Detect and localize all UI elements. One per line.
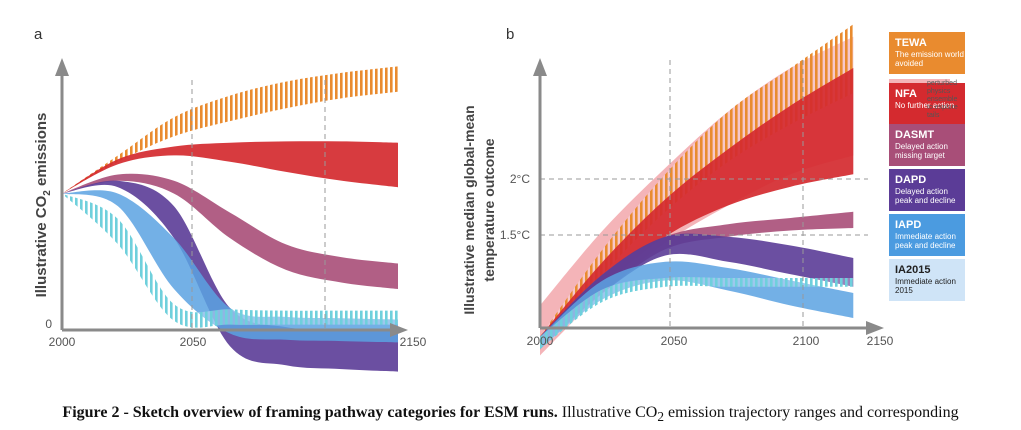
panel-a: a Illustrative CO2 emissions 0 2000 2050… — [33, 26, 427, 372]
panel-b-ytick-2c: 2°C — [510, 172, 530, 186]
panel-a-band-tewa — [62, 66, 398, 194]
caption-text-after: emission trajectory ranges and correspon… — [663, 404, 959, 421]
panel-b-x-arrow — [866, 321, 884, 335]
legend-swatch-tewa — [889, 32, 965, 74]
legend-swatch-dasmt — [889, 124, 965, 166]
panel-a-band-ia2015 — [62, 193, 398, 328]
panel-a-band-dasmt — [62, 173, 398, 289]
panel-b-label: b — [506, 26, 514, 43]
legend-title-dapd: DAPD — [895, 174, 926, 186]
panel-a-band-iapd — [62, 190, 398, 343]
legend-note-line-1: perturbed — [927, 80, 957, 87]
panel-a-bands — [62, 66, 398, 372]
panel-b-band-dapd — [540, 233, 854, 350]
legend-note: perturbed physics ensemble to explore ta… — [927, 80, 960, 119]
legend-title-iapd: IAPD — [895, 219, 921, 231]
panel-a-x-arrow — [390, 323, 408, 337]
panel-a-y-arrow — [55, 58, 69, 76]
caption-text-before: Illustrative CO — [557, 404, 658, 421]
legend-title-nfa: NFA — [895, 88, 917, 100]
legend-subtitle-iapd: peak and decline — [895, 241, 956, 250]
panel-b-band-tewa — [540, 24, 854, 350]
legend-title-tewa: TEWA — [895, 37, 927, 49]
panel-b-y-arrow — [533, 58, 547, 76]
legend-subtitle-ia2015: 2015 — [895, 286, 913, 295]
legend-subtitle-tewa: The emission world — [895, 50, 964, 59]
panel-a-xtick-2150: 2150 — [400, 335, 427, 349]
panel-b-ylabel-line2: temperature outcome — [481, 138, 497, 281]
legend-subtitle-iapd: Immediate action — [895, 232, 956, 241]
caption-label: Figure 2 — [62, 404, 120, 421]
legend-subtitle-dasmt: Delayed action — [895, 142, 948, 151]
legend-subtitle-dasmt: missing target — [895, 151, 946, 160]
caption-bold: - Sketch overview of framing pathway cat… — [119, 404, 558, 421]
panel-a-ytick-0: 0 — [45, 317, 52, 331]
legend-swatch-iapd — [889, 214, 965, 256]
panel-b-ylabel-line1: Illustrative median global-mean — [461, 105, 477, 314]
legend-note-line-2: physics — [927, 88, 951, 95]
legend-subtitle-tewa: avoided — [895, 59, 923, 68]
panel-b: b Illustrative median global-mean temper… — [461, 24, 894, 356]
panel-b-bands — [540, 24, 854, 356]
panel-b-band-ia2015 — [540, 277, 854, 350]
panel-b-xtick-2100: 2100 — [793, 334, 820, 348]
legend-subtitle-nfa: No further action — [895, 101, 954, 110]
figure-canvas: a Illustrative CO2 emissions 0 2000 2050… — [33, 24, 965, 372]
legend-subtitle-dapd: peak and decline — [895, 196, 956, 205]
panel-a-band-nfa — [62, 141, 398, 194]
panel-b-xtick-2150: 2150 — [867, 334, 894, 348]
panel-a-xtick-2050: 2050 — [180, 335, 207, 349]
panel-b-xtick-2000: 2000 — [527, 334, 554, 348]
legend-subtitle-dapd: Delayed action — [895, 187, 948, 196]
panel-a-label: a — [34, 26, 43, 43]
legend-swatch-nfa — [889, 83, 965, 125]
figure-caption: Figure 2 - Sketch overview of framing pa… — [0, 404, 1021, 425]
panel-b-ytick-1-5c: 1.5°C — [500, 228, 530, 242]
panel-b-xtick-2050: 2050 — [661, 334, 688, 348]
legend-title-dasmt: DASMT — [895, 129, 934, 141]
panel-b-band-nfa — [540, 68, 854, 350]
caption-sub: 2 — [657, 409, 664, 425]
panel-a-xtick-2000: 2000 — [49, 335, 76, 349]
legend-title-ia2015: IA2015 — [895, 264, 930, 276]
legend-swatch-ia2015 — [889, 259, 965, 301]
legend-note-line-4: to explore — [927, 104, 958, 111]
panel-a-ylabel: Illustrative CO2 emissions — [33, 113, 53, 298]
legend-note-line-3: ensemble — [927, 96, 957, 103]
legend-subtitle-ia2015: Immediate action — [895, 277, 956, 286]
legend-note-line-5: tails — [927, 112, 940, 119]
legend-swatch-dapd — [889, 169, 965, 211]
